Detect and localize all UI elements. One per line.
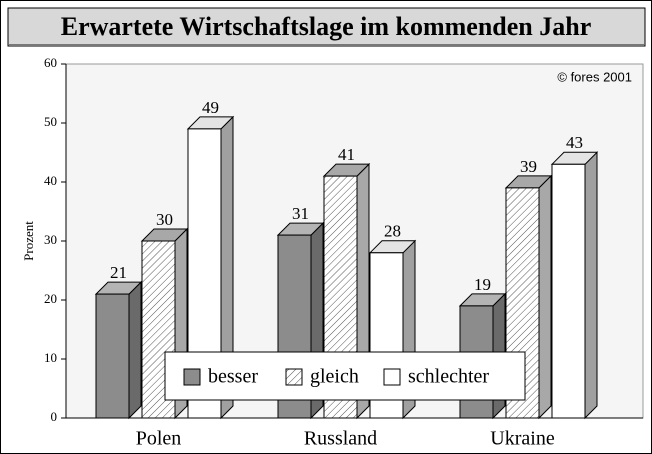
title-box — [7, 7, 646, 47]
x-tick-label: Ukraine — [490, 428, 555, 450]
copyright: © fores 2001 — [557, 69, 632, 84]
legend-swatch — [285, 368, 303, 386]
data-label: 41 — [338, 145, 355, 164]
data-label: 49 — [202, 98, 219, 117]
y-axis-label: Prozent — [21, 221, 36, 261]
data-label: 21 — [110, 263, 127, 282]
data-label: 43 — [566, 133, 583, 152]
bar — [95, 293, 130, 419]
data-label: 39 — [520, 157, 537, 176]
y-tick-label: 30 — [44, 232, 57, 247]
x-tick-label: Polen — [136, 428, 182, 450]
x-tick-label: Russland — [304, 428, 377, 450]
data-label: 19 — [474, 275, 491, 294]
y-tick-label: 60 — [44, 55, 57, 70]
legend-swatch — [183, 368, 201, 386]
bar-side — [128, 280, 142, 420]
y-tick-label: 50 — [44, 114, 57, 129]
y-tick-label: 40 — [44, 173, 57, 188]
y-tick-label: 10 — [44, 350, 57, 365]
bar — [551, 163, 586, 419]
legend — [164, 351, 526, 401]
bar-side — [584, 151, 598, 420]
bar-side — [538, 174, 552, 420]
data-label: 31 — [292, 204, 309, 223]
legend-label: schlechter — [408, 366, 489, 388]
data-label: 28 — [384, 222, 401, 241]
data-label: 30 — [156, 210, 173, 229]
legend-label: besser — [208, 366, 258, 388]
y-tick-label: 20 — [44, 291, 57, 306]
chart-title: Erwartete Wirtschaftslage im kommenden J… — [61, 12, 592, 41]
legend-label: gleich — [310, 366, 359, 388]
y-tick-label: 0 — [51, 409, 58, 424]
legend-swatch — [383, 368, 401, 386]
